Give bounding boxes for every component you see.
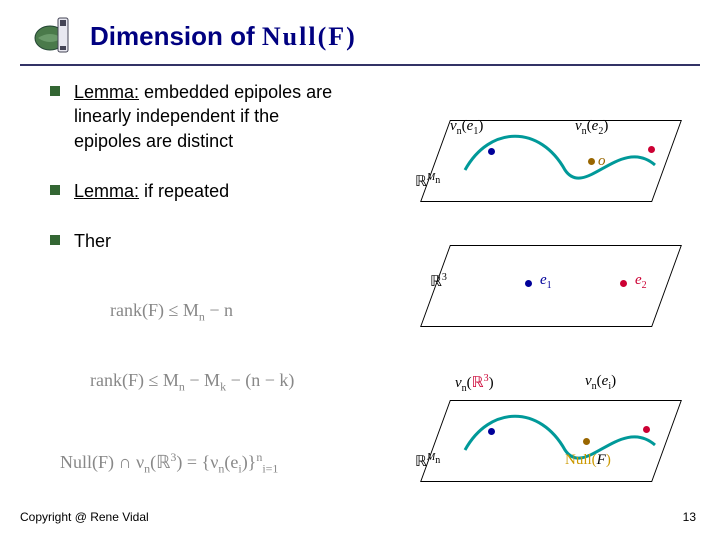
label-nullF: Null(F) [565,452,611,469]
bullet-text: Lemma: if repeated [74,179,229,203]
dot-vn-ei-pt [643,426,650,433]
title-row: Dimension of Null(F) [30,12,700,60]
label-e2: e2 [635,272,647,291]
bullet-icon [50,86,60,96]
bullet-lead: Lemma: [74,82,139,102]
bullet-item: Lemma: if repeated [50,179,350,203]
footer-page-number: 13 [683,510,696,524]
dot-o [588,158,595,165]
formula-null-intersect: Null(F) ∩ νn(ℝ3) = {νn(ei)}ni=1 [60,450,278,477]
dot-e1 [525,280,532,287]
logo-icon [30,12,78,60]
label-r3: ℝ3 [430,272,447,291]
formula-rank2: rank(F) ≤ Mn − Mk − (n − k) [90,370,294,395]
page-title: Dimension of Null(F) [90,21,357,52]
diagram: νn(e1) νn(e2) o ℝMn ℝ3 e1 e2 νn(ℝ3) νn(e… [380,90,700,490]
slide: Dimension of Null(F) Lemma: embedded epi… [0,0,720,540]
plane-bot [420,400,682,482]
dot-bot-o [583,438,590,445]
dot-vn-r3-pt [488,428,495,435]
bullet-item: Ther [50,229,350,253]
label-rm-top: ℝMn [415,172,440,191]
label-o: o [598,153,606,170]
label-e1: e1 [540,272,552,291]
title-prefix: Dimension of [90,21,262,51]
bullet-text: Lemma: embedded epipoles are linearly in… [74,80,350,153]
footer-copyright: Copyright @ Rene Vidal [20,510,149,524]
label-vn-e1: νn(e1) [450,118,483,137]
dot-e2 [620,280,627,287]
title-symbolic: Null(F) [262,22,357,51]
bullet-icon [50,185,60,195]
label-vn-e2: νn(e2) [575,118,608,137]
content-block: Lemma: embedded epipoles are linearly in… [50,80,350,279]
label-rm-bot: ℝMn [415,452,440,471]
bullet-lead: Lemma: [74,181,139,201]
bullet-item: Lemma: embedded epipoles are linearly in… [50,80,350,153]
label-vn-ei: νn(ei) [585,373,616,392]
title-divider [20,64,700,66]
formula-rank1: rank(F) ≤ Mn − n [110,300,233,325]
bullet-icon [50,235,60,245]
dot-vn-e1 [488,148,495,155]
bullet-text: Ther [74,229,111,253]
bullet-rest: if repeated [139,181,229,201]
label-vn-r3: νn(ℝ3) [455,373,494,394]
dot-vn-e2 [648,146,655,153]
bullet-rest: Ther [74,231,111,251]
